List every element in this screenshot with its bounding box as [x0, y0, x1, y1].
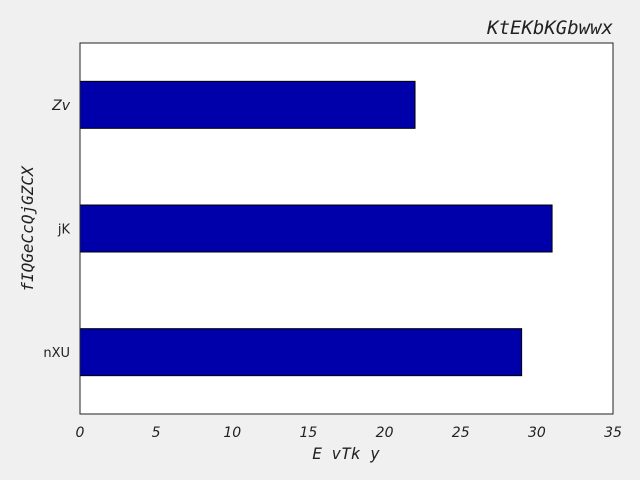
y-axis-label: fIQGeCcQjGZCX — [18, 165, 37, 292]
chart-title: KtEKbKGbwwx — [486, 17, 613, 39]
x-tick-label-25: 25 — [452, 425, 470, 441]
x-tick-label-10: 10 — [223, 425, 241, 441]
bar-nXU — [79, 328, 523, 377]
bar-jK — [79, 204, 553, 253]
y-tick-label-nXU: nXU — [43, 346, 70, 361]
bar-Zv — [79, 80, 416, 129]
plot-frame — [79, 42, 614, 415]
x-tick-label-0: 0 — [76, 425, 85, 441]
y-tick-label-Zv: Zv — [51, 98, 71, 114]
x-tick-label-30: 30 — [528, 425, 546, 441]
x-tick-label-5: 5 — [152, 425, 161, 441]
x-tick-label-15: 15 — [300, 425, 318, 441]
x-axis-label: E vTk y — [312, 444, 380, 463]
x-tick-label-20: 20 — [376, 425, 394, 441]
y-tick-label-jK: jK — [57, 223, 71, 238]
x-tick-label-35: 35 — [604, 425, 622, 441]
